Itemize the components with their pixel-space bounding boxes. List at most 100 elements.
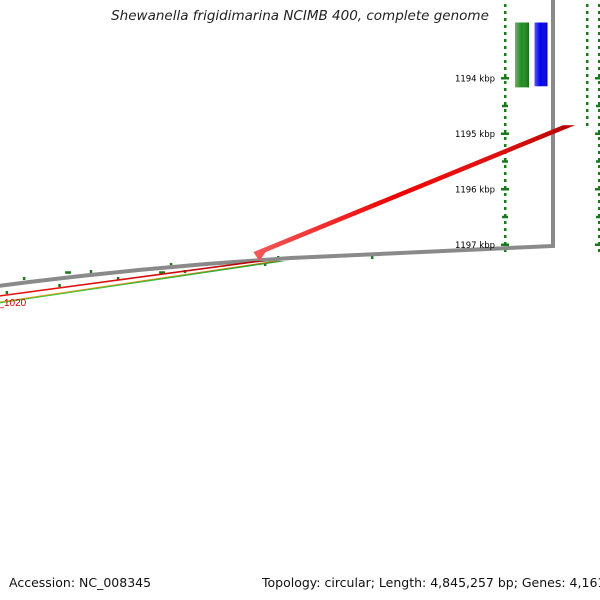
tick-dot [598, 60, 600, 63]
major-tick-left [501, 77, 509, 80]
tick-dot [504, 221, 507, 224]
major-tick-left [501, 243, 509, 246]
tick-dot [586, 46, 589, 49]
tick-dot [598, 137, 600, 140]
tick-dot [586, 53, 589, 56]
tick-dot [89, 270, 93, 273]
tick-dot [504, 123, 507, 126]
major-tick-right [595, 132, 600, 135]
tick-dot [598, 186, 600, 189]
tick-dot [504, 18, 507, 21]
tick-dot [504, 25, 507, 28]
tick-dot [598, 39, 600, 42]
tick-dot [504, 4, 507, 7]
tick-dot [504, 32, 507, 35]
minor-tick-left [502, 160, 508, 163]
tick-dot [504, 207, 507, 210]
tick-dot [169, 263, 173, 266]
map-title: Shewanella frigidimarina NCIMB 400, comp… [111, 8, 489, 24]
tick-dot [504, 158, 507, 161]
tick-dot [504, 116, 507, 119]
tick-dot [598, 32, 600, 35]
tick-dot [504, 172, 507, 175]
backbone-line [0, 0, 555, 288]
tick-dot [504, 179, 507, 182]
tick-dot [598, 158, 600, 161]
tick-dot [598, 179, 600, 182]
tick-dot [586, 95, 589, 98]
tick-dot [504, 249, 507, 252]
tick-dot [504, 74, 507, 77]
tick-dot [586, 81, 589, 84]
major-tick-left [501, 188, 509, 191]
tick-dot [586, 4, 589, 7]
gene-feature [0, 261, 281, 303]
tick-dot [504, 186, 507, 189]
gene-label: Sfri_1020 [0, 298, 27, 309]
tick-dot [598, 228, 600, 231]
tick-dot [598, 81, 600, 84]
tick-dot [598, 249, 600, 252]
scale-label: 1197 kbp [455, 241, 495, 251]
tick-dot [504, 88, 507, 91]
tick-dot [586, 116, 589, 119]
tick-dot [586, 18, 589, 21]
tick-dot [598, 130, 600, 133]
tick-dot [598, 151, 600, 154]
tick-dot [504, 200, 507, 203]
minor-tick-left [502, 104, 508, 108]
tick-dot [5, 291, 9, 294]
tick-dot [598, 207, 600, 210]
tick-dot [598, 144, 600, 147]
topology-summary: Topology: circular; Length: 4,845,257 bp… [262, 575, 600, 590]
tick-dot [598, 18, 600, 21]
tick-dot [598, 53, 600, 56]
backbone [0, 0, 555, 288]
tick-dot [598, 172, 600, 175]
tick-dot [504, 46, 507, 49]
minor-tick-right [596, 160, 600, 163]
scale-label: 1194 kbp [455, 75, 495, 85]
gene-features [0, 22, 575, 304]
tick-dot [586, 67, 589, 70]
tick-dot [504, 39, 507, 42]
gene-feature [253, 125, 575, 262]
accession-label: Accession: NC_008345 [9, 575, 152, 590]
tick-dot [598, 214, 600, 217]
major-tick-left [501, 132, 509, 135]
tick-dot [504, 11, 507, 14]
tick-dot [586, 25, 589, 28]
tick-dot [504, 193, 507, 196]
scale-ticks [5, 4, 600, 294]
minor-tick-right [596, 104, 600, 108]
gene-feature [0, 261, 286, 304]
tick-dot [504, 81, 507, 84]
scale-label: 1195 kbp [455, 130, 495, 140]
tick-dot [504, 165, 507, 168]
tick-dot [586, 74, 589, 77]
tick-dot [504, 144, 507, 147]
tick-dot [263, 263, 267, 266]
gene-feature-shading [534, 22, 548, 87]
tick-dot [598, 221, 600, 224]
gene-feature-shading [0, 261, 281, 303]
tick-dot [504, 102, 507, 105]
tick-dot [598, 102, 600, 105]
tick-dot [598, 4, 600, 7]
tick-dot [598, 25, 600, 28]
tick-dot [504, 137, 507, 140]
tick-dot [598, 88, 600, 91]
tick-dot [598, 235, 600, 238]
tick-dot [504, 228, 507, 231]
tick-dot [504, 235, 507, 238]
gene-feature-shading [253, 125, 575, 262]
tick-dot [586, 88, 589, 91]
tick-dot [586, 102, 589, 105]
tick-dot [598, 116, 600, 119]
tick-dot [598, 46, 600, 49]
tick-dot [586, 109, 589, 112]
tick-dot [504, 60, 507, 63]
tick-dot [586, 39, 589, 42]
tick-dot [586, 123, 589, 126]
